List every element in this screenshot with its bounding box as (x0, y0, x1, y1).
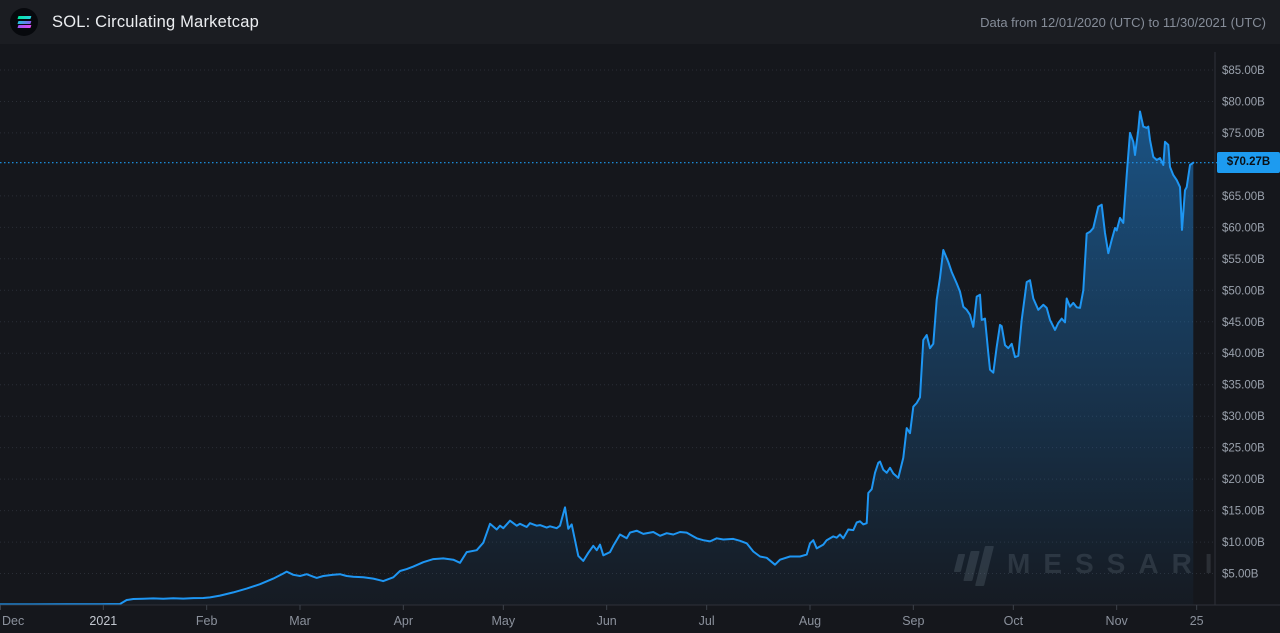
chart-title: SOL: Circulating Marketcap (52, 12, 259, 31)
y-tick-label: $60.00B (1222, 222, 1265, 234)
x-tick-label: Nov (1106, 614, 1129, 628)
y-tick-label: $65.00B (1222, 191, 1265, 203)
x-tick-label: 25 (1190, 614, 1204, 628)
messari-watermark-text: MESSARI (1007, 548, 1226, 579)
x-tick-label: Jun (597, 614, 617, 628)
x-tick-label: Apr (394, 614, 413, 628)
y-tick-label: $45.00B (1222, 317, 1265, 329)
current-value-badge: $70.27B (1217, 152, 1280, 173)
y-tick-label: $40.00B (1222, 348, 1265, 360)
y-tick-label: $80.00B (1222, 97, 1265, 109)
y-axis-labels: $5.00B $10.00B $15.00B $20.00B $25.00B $30.00… (1222, 65, 1265, 581)
y-tick-label: $20.00B (1222, 474, 1265, 486)
y-tick-label: $55.00B (1222, 254, 1265, 266)
x-tick-label: Jul (699, 614, 715, 628)
x-axis-labels: Dec 2021 Feb Mar Apr May Jun Jul Aug Sep Oct Nov 25 (0, 605, 1204, 628)
y-tick-label: $50.00B (1222, 285, 1265, 297)
y-tick-label: $75.00B (1222, 128, 1265, 140)
x-tick-label: 2021 (89, 614, 117, 628)
y-tick-label: $85.00B (1222, 65, 1265, 77)
x-tick-label: Mar (289, 614, 311, 628)
messari-logo-icon (953, 542, 994, 586)
y-tick-label: $25.00B (1222, 443, 1265, 455)
x-tick-label: May (492, 614, 516, 628)
area-series (0, 111, 1194, 605)
y-tick-label: $15.00B (1222, 506, 1265, 518)
y-tick-label: $5.00B (1222, 569, 1259, 581)
y-tick-label: $10.00B (1222, 537, 1265, 549)
x-tick-label: Sep (902, 614, 924, 628)
line-series (0, 110, 1195, 606)
messari-watermark: MESSARI (953, 538, 1226, 590)
chart-header: SOL: Circulating Marketcap Data from 12/… (0, 0, 1280, 44)
x-tick-label: Feb (196, 614, 218, 628)
x-tick-label: Dec (2, 614, 24, 628)
y-tick-label: $35.00B (1222, 380, 1265, 392)
solana-logo-icon (10, 8, 38, 36)
date-range-label: Data from 12/01/2020 (UTC) to 11/30/2021… (980, 14, 1266, 30)
x-tick-label: Oct (1004, 614, 1024, 628)
y-tick-label: $30.00B (1222, 411, 1265, 423)
x-tick-label: Aug (799, 614, 821, 628)
